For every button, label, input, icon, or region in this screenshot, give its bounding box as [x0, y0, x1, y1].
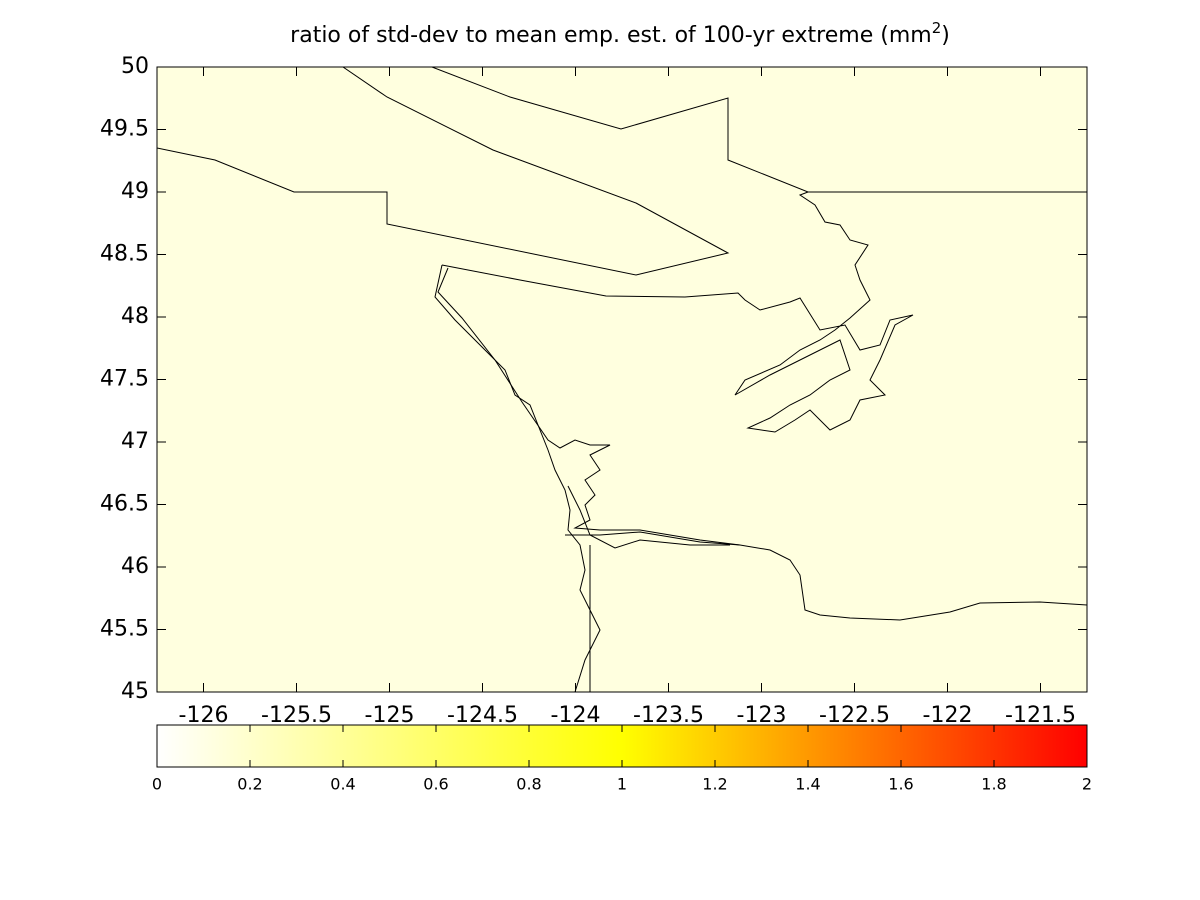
chart-title: ratio of std-dev to mean emp. est. of 10…: [290, 19, 950, 49]
y-tick-label: 48: [121, 304, 149, 329]
colorbar-tick-label: 0.6: [423, 775, 448, 794]
x-tick-label: -125: [365, 703, 415, 728]
coastline: [441, 191, 914, 433]
x-tick-label: -124: [551, 703, 601, 728]
river: [565, 531, 1087, 621]
colorbar-tick-label: 0.4: [330, 775, 355, 794]
coastline: [437, 267, 741, 546]
colorbar-tick-label: 1.8: [981, 775, 1006, 794]
y-tick-label: 47.5: [100, 367, 149, 392]
coastline: [434, 264, 601, 692]
y-tick-label: 49.5: [100, 117, 149, 142]
colorbar-tick-label: 1.6: [888, 775, 913, 794]
y-tick-label: 46.5: [100, 492, 149, 517]
colorbar-tick-label: 1.4: [795, 775, 820, 794]
y-tick-label: 47: [121, 429, 149, 454]
x-tick-label: -124.5: [447, 703, 518, 728]
coastline: [567, 485, 730, 549]
x-tick-label: -125.5: [261, 703, 332, 728]
x-tick-label: -123: [737, 703, 787, 728]
title-superscript: 2: [932, 19, 942, 37]
colorbar-tick-label: 1.2: [702, 775, 727, 794]
y-tick-label: 48.5: [100, 242, 149, 267]
colorbar-tick-label: 0.8: [516, 775, 541, 794]
x-tick-label: -122.5: [819, 703, 890, 728]
y-tick-label: 46: [121, 554, 149, 579]
x-tick-label: -126: [179, 703, 229, 728]
x-tick-label: -123.5: [633, 703, 704, 728]
colorbar-tick-label: 1: [617, 775, 627, 794]
coastlines: [157, 67, 1087, 692]
x-tick-label: -121.5: [1005, 703, 1076, 728]
y-tick-label: 45.5: [100, 617, 149, 642]
colorbar-tick-label: 0.2: [237, 775, 262, 794]
title-text: ratio of std-dev to mean emp. est. of 10…: [290, 23, 932, 48]
title-end: ): [941, 23, 950, 48]
colorbar-tick-label: 0: [152, 775, 162, 794]
map-background: [156, 66, 1088, 693]
colorbar-tick-label: 2: [1082, 775, 1092, 794]
y-tick-label: 45: [121, 679, 149, 704]
x-tick-label: -122: [923, 703, 973, 728]
y-tick-label: 50: [121, 54, 149, 79]
boundary: [157, 67, 730, 276]
y-tick-label: 49: [121, 179, 149, 204]
